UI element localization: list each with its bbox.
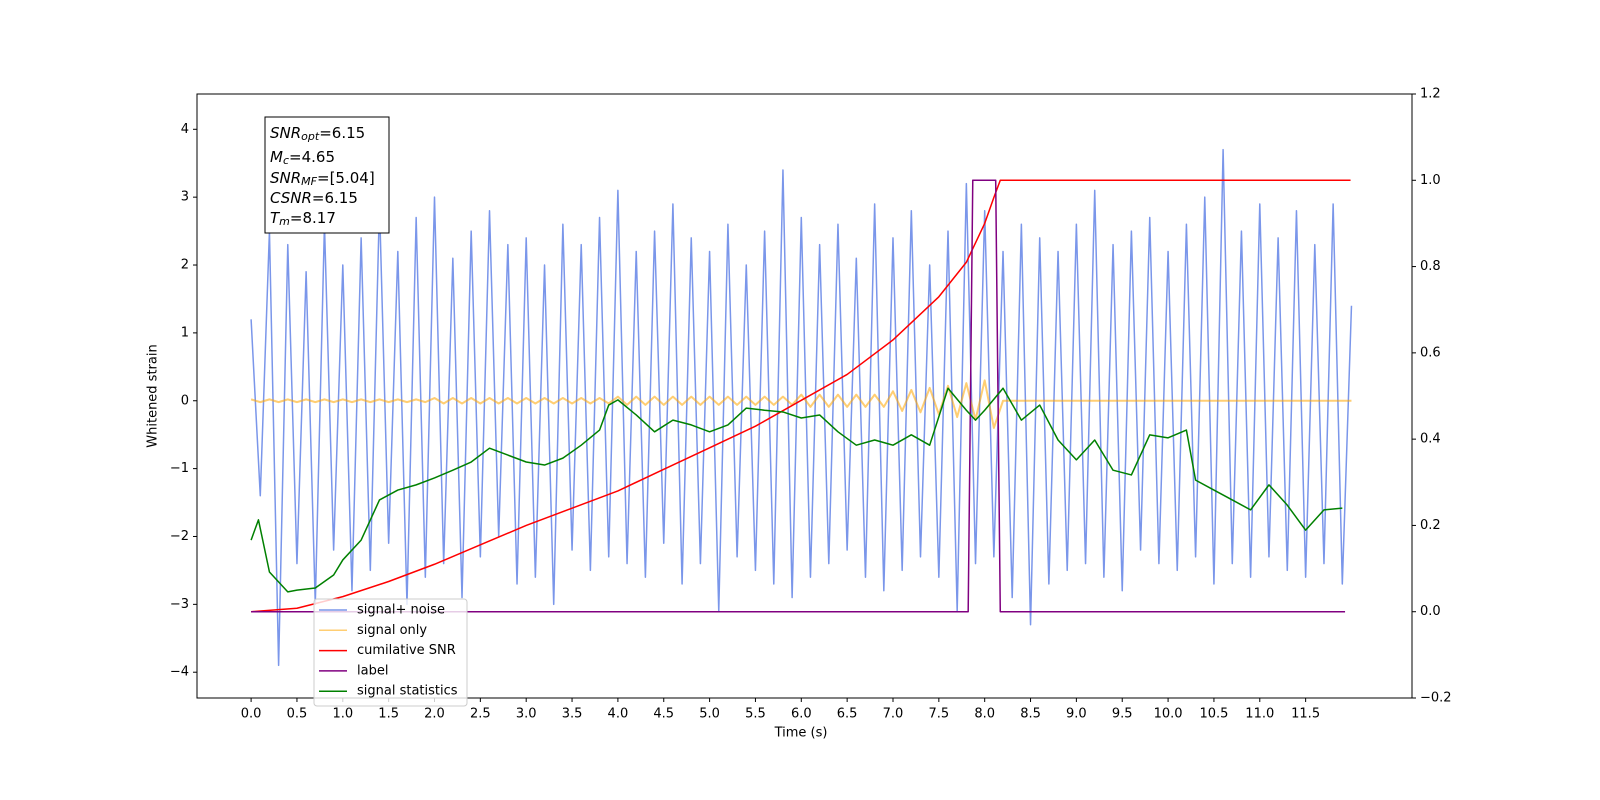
legend-box: [313, 598, 468, 707]
annotation-text: =8.17: [290, 209, 336, 227]
x-tick-label: 5.5: [745, 707, 766, 722]
y2-tick-label: 0.8: [1420, 259, 1441, 274]
x-tick-label: 1.5: [378, 707, 399, 722]
x-tick-label: 10.0: [1154, 707, 1183, 722]
annotation-line: CSNR=6.15: [270, 189, 358, 207]
legend-label: signal+ noise: [357, 603, 445, 618]
y2-tick-label: 1.2: [1420, 87, 1441, 102]
y-tick-label: 3: [181, 190, 189, 205]
annotation-text: =6.15: [319, 124, 365, 142]
y-tick-label: −1: [170, 461, 189, 476]
legend-label: signal only: [357, 623, 427, 638]
annotation-line: SNRMF=[5.04]: [270, 169, 375, 189]
x-tick-label: 8.0: [974, 707, 995, 722]
annotation: SNRopt=6.15Mc=4.65SNRMF=[5.04]CSNR=6.15T…: [264, 116, 390, 234]
x-tick-label: 2.5: [470, 707, 491, 722]
series-line: [251, 179, 1346, 613]
series-line: [250, 379, 1352, 429]
y-tick-label: 4: [181, 122, 189, 137]
x-tick-label: 9.5: [1112, 707, 1133, 722]
y2-tick-label: 0.4: [1420, 432, 1441, 447]
y-tick-label: −3: [170, 597, 189, 612]
x-tick-label: 7.0: [883, 707, 904, 722]
legend-label: cumilative SNR: [357, 643, 456, 658]
legend: signal+ noise signal only cumilative SNR la…: [313, 598, 468, 707]
annotation-subscript: c: [283, 154, 289, 167]
x-tick-label: 4.0: [608, 707, 629, 722]
y2-tick-label: 0.0: [1420, 604, 1441, 619]
series-line: [251, 179, 1351, 613]
x-tick-label: 0.0: [241, 707, 262, 722]
plot-area: [250, 148, 1353, 667]
annotation-symbol: M: [270, 148, 283, 166]
x-tick-label: 2.0: [424, 707, 445, 722]
y-tick-label: −4: [170, 665, 189, 680]
axes-frame: [196, 93, 1413, 699]
x-tick-label: 0.5: [287, 707, 308, 722]
y-tick-label: −2: [170, 529, 189, 544]
series-line: [250, 387, 1343, 593]
annotation-subscript: opt: [301, 130, 320, 143]
legend-label: label: [357, 663, 388, 678]
x-tick-label: 5.0: [699, 707, 720, 722]
y-axis-label: Whitened strain: [146, 344, 161, 447]
x-tick-label: 11.0: [1245, 707, 1274, 722]
annotation-line: Tm=8.17: [270, 209, 336, 229]
annotation-symbol: SNR: [270, 124, 301, 142]
x-tick-label: 9.0: [1066, 707, 1087, 722]
x-tick-label: 6.5: [837, 707, 858, 722]
y2-tick-label: 0.2: [1420, 518, 1441, 533]
x-tick-label: 1.0: [332, 707, 353, 722]
annotation-line: Mc=4.65: [270, 148, 335, 168]
annotation-box: [264, 116, 390, 234]
series-line: [250, 148, 1353, 667]
annotation-subscript: MF: [301, 175, 317, 188]
annotation-symbol: T: [270, 209, 281, 227]
annotation-symbol: CSNR: [270, 189, 312, 207]
annotation-line: SNRopt=6.15: [270, 124, 365, 144]
y2-tick-label: 1.0: [1420, 173, 1441, 188]
y-tick-label: 1: [181, 325, 189, 340]
x-tick-label: 10.5: [1199, 707, 1228, 722]
y2-tick-label: −0.2: [1420, 691, 1452, 706]
annotation-text: =[5.04]: [317, 169, 375, 187]
y-tick-label: 2: [181, 258, 189, 273]
annotation-lines: SNRopt=6.15Mc=4.65SNRMF=[5.04]CSNR=6.15T…: [270, 124, 375, 229]
annotation-subscript: m: [279, 215, 290, 228]
x-tick-label: 8.5: [1020, 707, 1041, 722]
y2-tick-label: 0.6: [1420, 345, 1441, 360]
annotation-text: =6.15: [312, 189, 358, 207]
annotation-text: =4.65: [289, 148, 335, 166]
x-tick-label: 3.5: [562, 707, 583, 722]
x-tick-label: 4.5: [653, 707, 674, 722]
axes: 0.0 0.5 1.0 1.5 2.0 2.5 3.0 3.5 4.0 4.5 5.0 5.5 6.0 6…: [170, 87, 1452, 722]
legend-label: signal statistics: [357, 684, 458, 699]
x-tick-label: 3.0: [516, 707, 537, 722]
x-tick-label: 6.0: [791, 707, 812, 722]
annotation-symbol: SNR: [270, 169, 301, 187]
x-axis-label: Time (s): [774, 726, 828, 741]
x-tick-label: 7.5: [928, 707, 949, 722]
y-tick-label: 0: [181, 393, 189, 408]
x-tick-label: 11.5: [1291, 707, 1320, 722]
